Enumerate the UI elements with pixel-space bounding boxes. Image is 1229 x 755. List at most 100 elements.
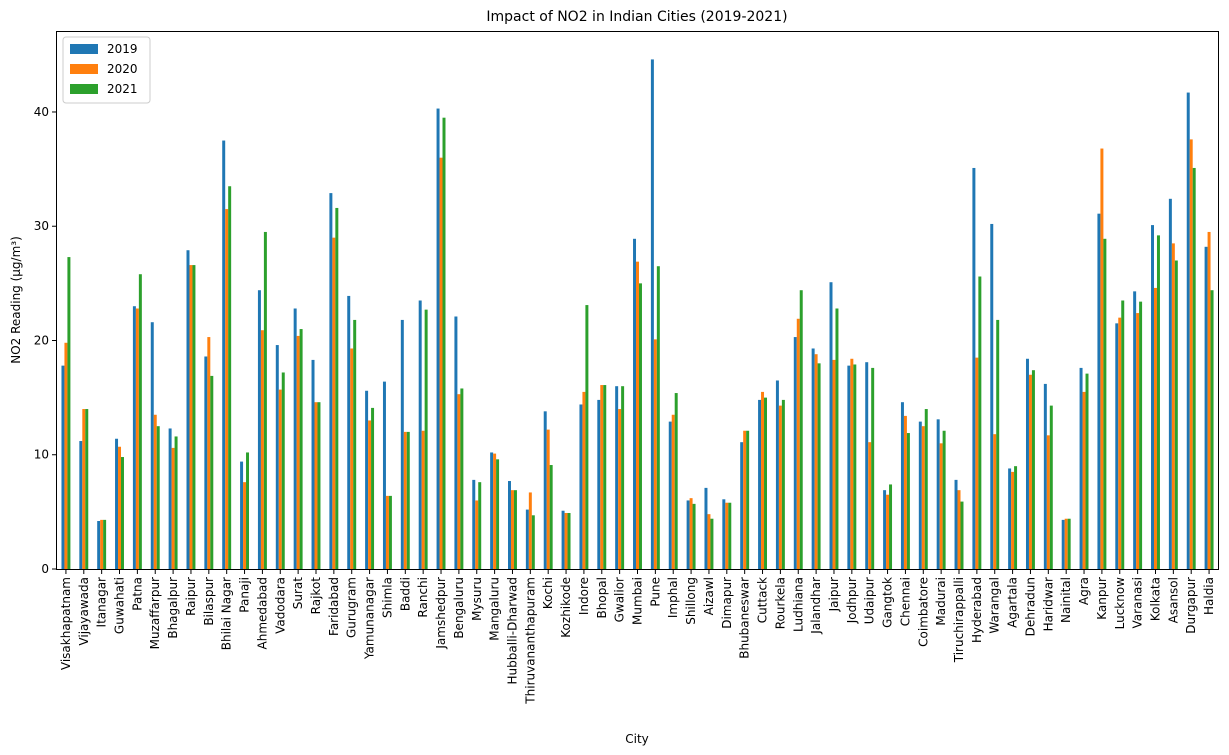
bar-2019-udaipur (865, 362, 869, 569)
bar-2020-shimla (385, 495, 389, 569)
bar-2021-ahmedabad (263, 231, 267, 569)
bar-2019-mangaluru (490, 452, 494, 569)
plot-frame (56, 31, 1219, 570)
bar-2021-mysuru (478, 482, 482, 569)
bar-2019-bhopal (597, 399, 601, 569)
bar-2020-haridwar (1046, 435, 1050, 569)
bar-2020-surat (296, 335, 300, 569)
bar-2020-asansol (1171, 243, 1175, 569)
x-tick-label: Coimbatore (916, 577, 930, 647)
bar-2019-kochi (543, 411, 547, 569)
bar-2021-baddi (406, 431, 410, 569)
x-tick-label: Jamshedpur (434, 577, 448, 650)
bar-2019-warangal (990, 223, 994, 569)
bar-2019-mysuru (472, 479, 476, 569)
bar-2020-vijayawada (82, 409, 86, 569)
bar-2020-kochi (546, 429, 550, 569)
bar-2021-madurai (942, 430, 946, 569)
bar-2020-kolkata (1154, 287, 1157, 569)
x-tick-label: Jalandhar (809, 577, 823, 635)
bar-2020-yamunanagar (368, 420, 372, 569)
bar-2019-raipur (186, 250, 190, 570)
bar-2019-haridwar (1043, 383, 1047, 569)
bar-2020-faridabad (332, 237, 336, 569)
x-tick-label: Bengaluru (452, 577, 466, 639)
x-tick-label: Yamunanagar (363, 577, 377, 660)
bar-2021-bhubaneswar (746, 430, 750, 569)
bar-2021-hubballi-dharwad (513, 490, 517, 569)
y-tick-label: 40 (34, 105, 49, 119)
bar-2021-pune (656, 266, 660, 569)
bar-2019-jalandhar (811, 348, 815, 569)
legend: 2019 2020 2021 (62, 36, 151, 104)
bar-2021-surat (299, 329, 303, 569)
x-tick-label: Gwalior (613, 577, 627, 622)
bar-2020-mangaluru (493, 453, 497, 569)
x-tick-label: Hubballi-Dharwad (505, 577, 519, 684)
x-tick-label: Gurugram (345, 577, 359, 638)
x-tick-label: Nainital (1059, 577, 1073, 623)
x-tick-label: Kanpur (1095, 577, 1109, 620)
bar-2019-bengaluru (454, 316, 458, 569)
bar-2021-haldia (1210, 290, 1214, 569)
bar-2021-raipur (192, 265, 196, 569)
x-tick-label: Shillong (684, 577, 698, 625)
x-tick-label: Panaji (238, 577, 252, 613)
bar-2019-rajkot (311, 359, 315, 569)
bar-2019-kanpur (1097, 213, 1101, 570)
bar-2019-rourkela (775, 380, 779, 569)
bar-2021-gwalior (621, 386, 625, 569)
x-tick-label: Indore (577, 577, 591, 615)
y-tick-label: 10 (34, 448, 49, 462)
bar-2020-gwalior (618, 409, 622, 569)
x-tick-label: Kochi (541, 577, 555, 609)
bar-2021-shillong (692, 503, 696, 569)
x-tick-label: Jodhpur (845, 577, 859, 624)
bar-2019-ludhiana (793, 337, 797, 569)
x-tick-label: Rajkot (309, 577, 323, 615)
legend-swatch-2020 (70, 64, 98, 74)
x-tick-label: Guwahati (113, 577, 127, 634)
bar-2020-kozhikode (564, 513, 568, 569)
x-tick-label: Muzaffarpur (148, 577, 162, 649)
bar-2020-warangal (993, 434, 997, 569)
x-tick-label: Ludhiana (791, 577, 805, 632)
x-tick-label: Lucknow (1113, 577, 1127, 630)
bar-2019-indore (579, 404, 583, 569)
bar-2021-yamunanagar (371, 407, 375, 569)
y-tick-label: 0 (41, 562, 49, 576)
bar-2020-shillong (689, 498, 693, 569)
bar-2020-madurai (939, 443, 943, 569)
bar-2020-rajkot (314, 402, 318, 569)
bar-2019-hubballi-dharwad (508, 481, 511, 569)
bar-2021-hyderabad (978, 276, 982, 569)
bar-2020-patna (135, 308, 139, 569)
bar-2019-tiruchirappalli (954, 479, 958, 569)
x-tick-label: Bhagalpur (166, 577, 180, 639)
bar-2020-chennai (903, 415, 907, 569)
bar-2019-jamshedpur (436, 108, 440, 570)
bar-2020-mumbai (636, 261, 639, 569)
x-tick-label: Patna (130, 577, 144, 611)
x-axis-label: City (625, 732, 649, 746)
bar-2021-jaipur (835, 308, 839, 569)
bar-2021-rajkot (317, 402, 321, 569)
bar-2020-gangtok (886, 494, 890, 569)
bar-2020-imphal (671, 414, 675, 569)
bar-2021-udaipur (871, 367, 875, 569)
x-tick-label: Haldia (1202, 577, 1216, 615)
bar-2021-bhopal (603, 385, 607, 569)
bar-2019-jodhpur (847, 365, 851, 569)
bar-2021-ludhiana (799, 290, 803, 569)
x-tick-label: Kolkata (1148, 577, 1162, 621)
bar-2021-chennai (906, 433, 910, 569)
bar-2021-durgapur (1192, 167, 1196, 569)
bar-2020-varanasi (1136, 313, 1140, 569)
y-axis-label: NO2 Reading (μg/m³) (9, 236, 23, 364)
legend-swatch-2019 (70, 44, 98, 54)
bar-2021-bhilai-nagar (228, 186, 232, 570)
bar-2019-dimapur (722, 499, 726, 569)
bar-2019-kolkata (1151, 225, 1154, 569)
x-tick-label: Vijayawada (77, 577, 91, 646)
bar-2019-gwalior (615, 386, 619, 569)
